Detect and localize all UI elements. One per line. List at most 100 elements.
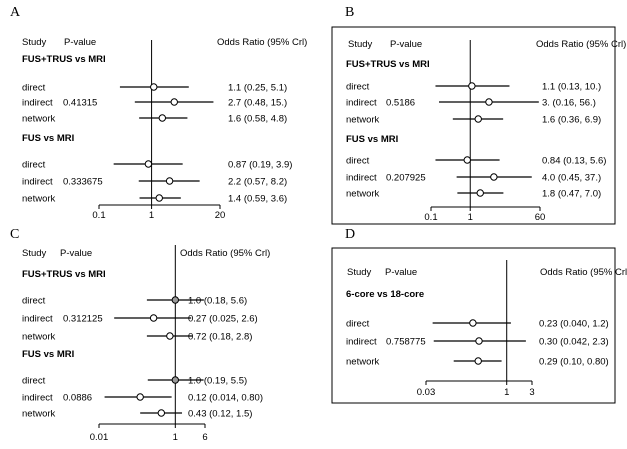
panel-frame — [331, 247, 616, 404]
panel-label: A — [10, 5, 21, 20]
odds-ratio-value: 1.6 (0.36, 6.9) — [542, 115, 601, 126]
point-estimate — [149, 314, 158, 322]
x-tick-label: 1 — [504, 387, 509, 398]
header-study: Study — [348, 39, 373, 50]
point-estimate — [485, 98, 493, 106]
panel-label: B — [345, 5, 354, 20]
point-estimate — [490, 173, 498, 181]
odds-ratio-value: 1.1 (0.13, 10.) — [542, 82, 601, 93]
odds-ratio-value: 0.29 (0.10, 0.80) — [539, 357, 609, 368]
row-label: indirect — [22, 177, 53, 188]
panel-a: A Study P-value Odds Ratio (95% Crl) 0.1 1 20 F… — [10, 5, 307, 221]
panel-d: D Study P-value Odds Ratio (95% Crl) 0.03 1 3 6… — [331, 227, 627, 404]
row-label: network — [22, 409, 56, 420]
point-estimate — [144, 160, 153, 168]
row-label: network — [22, 194, 56, 205]
p-value: 0.758775 — [386, 337, 426, 348]
point-estimate — [157, 409, 166, 417]
point-estimate — [474, 115, 482, 123]
point-estimate — [476, 189, 484, 197]
comparison-title: FUS vs MRI — [22, 349, 74, 360]
comparison-title: FUS vs MRI — [22, 133, 74, 144]
row-label: network — [346, 189, 380, 200]
x-tick-label: 0.01 — [90, 432, 109, 443]
x-tick-label: 1 — [468, 212, 473, 223]
odds-ratio-value: 0.84 (0.13, 5.6) — [542, 156, 606, 167]
p-value: 0.0886 — [63, 393, 92, 404]
header-pvalue: P-value — [385, 267, 417, 278]
odds-ratio-value: 0.12 (0.014, 0.80) — [188, 393, 263, 404]
row-label: network — [22, 332, 56, 343]
panel-label: D — [345, 227, 355, 242]
header-study: Study — [347, 267, 372, 278]
panel-b: B Study P-value Odds Ratio (95% Crl) 0.1 1 60 F… — [331, 5, 626, 225]
odds-ratio-value: 1.0 (0.19, 5.5) — [188, 376, 247, 387]
comparison-title: 6-core vs 18-core — [346, 289, 424, 300]
header-odds-ratio: Odds Ratio (95% Crl) — [180, 248, 270, 259]
row-label: indirect — [22, 98, 53, 109]
point-estimate — [150, 83, 158, 91]
point-estimate — [158, 114, 167, 122]
row-label: direct — [22, 296, 46, 307]
odds-ratio-value: 1.4 (0.59, 3.6) — [228, 194, 287, 205]
x-tick-label: 3 — [529, 387, 534, 398]
p-value: 0.5186 — [386, 98, 415, 109]
x-tick-label: 6 — [202, 432, 207, 443]
odds-ratio-value: 4.0 (0.45, 37.) — [542, 173, 601, 184]
odds-ratio-value: 0.43 (0.12, 1.5) — [188, 409, 252, 420]
row-label: indirect — [22, 393, 53, 404]
x-tick-label: 0.1 — [92, 210, 105, 221]
header-pvalue: P-value — [60, 248, 92, 259]
point-estimate — [170, 98, 178, 106]
odds-ratio-value: 3. (0.16, 56.) — [542, 98, 596, 109]
point-estimate — [166, 332, 174, 340]
comparison-title: FUS+TRUS vs MRI — [22, 54, 106, 65]
odds-ratio-value: 0.72 (0.18, 2.8) — [188, 332, 252, 343]
comparison-title: FUS+TRUS vs MRI — [346, 59, 430, 70]
p-value: 0.207925 — [386, 173, 426, 184]
x-tick-label: 0.03 — [417, 387, 436, 398]
row-label: network — [346, 357, 380, 368]
odds-ratio-value: 0.30 (0.042, 2.3) — [539, 337, 609, 348]
header-pvalue: P-value — [390, 39, 422, 50]
odds-ratio-value: 0.23 (0.040, 1.2) — [539, 319, 609, 330]
odds-ratio-value: 2.2 (0.57, 8.2) — [228, 177, 287, 188]
point-estimate — [469, 319, 477, 327]
point-estimate — [155, 194, 163, 202]
x-tick-label: 1 — [149, 210, 154, 221]
point-estimate — [474, 357, 482, 365]
header-study: Study — [22, 37, 47, 48]
point-estimate — [468, 82, 476, 90]
row-label: direct — [22, 160, 46, 171]
header-odds-ratio: Odds Ratio (95% Crl) — [536, 39, 626, 50]
row-label: direct — [346, 319, 370, 330]
p-value: 0.312125 — [63, 314, 103, 325]
point-estimate — [475, 337, 483, 345]
row-label: network — [346, 115, 380, 126]
row-label: indirect — [346, 173, 377, 184]
header-odds-ratio: Odds Ratio (95% Crl) — [217, 37, 307, 48]
odds-ratio-value: 0.27 (0.025, 2.6) — [188, 314, 258, 325]
row-label: indirect — [22, 314, 53, 325]
comparison-title: FUS+TRUS vs MRI — [22, 269, 106, 280]
p-value: 0.41315 — [63, 98, 97, 109]
odds-ratio-value: 0.87 (0.19, 3.9) — [228, 160, 292, 171]
panel-frame — [331, 26, 616, 225]
row-label: indirect — [346, 337, 377, 348]
x-tick-label: 0.1 — [424, 212, 437, 223]
point-estimate — [171, 376, 180, 384]
p-value: 0.333675 — [63, 177, 103, 188]
odds-ratio-value: 1.1 (0.25, 5.1) — [228, 83, 287, 94]
odds-ratio-value: 1.0 (0.18, 5.6) — [188, 296, 247, 307]
odds-ratio-value: 1.8 (0.47, 7.0) — [542, 189, 601, 200]
x-tick-label: 20 — [215, 210, 226, 221]
header-pvalue: P-value — [64, 37, 96, 48]
row-label: direct — [22, 376, 46, 387]
row-label: direct — [22, 83, 46, 94]
x-tick-label: 60 — [535, 212, 546, 223]
point-estimate — [171, 296, 180, 304]
panel-label: C — [10, 227, 19, 242]
row-label: network — [22, 114, 56, 125]
